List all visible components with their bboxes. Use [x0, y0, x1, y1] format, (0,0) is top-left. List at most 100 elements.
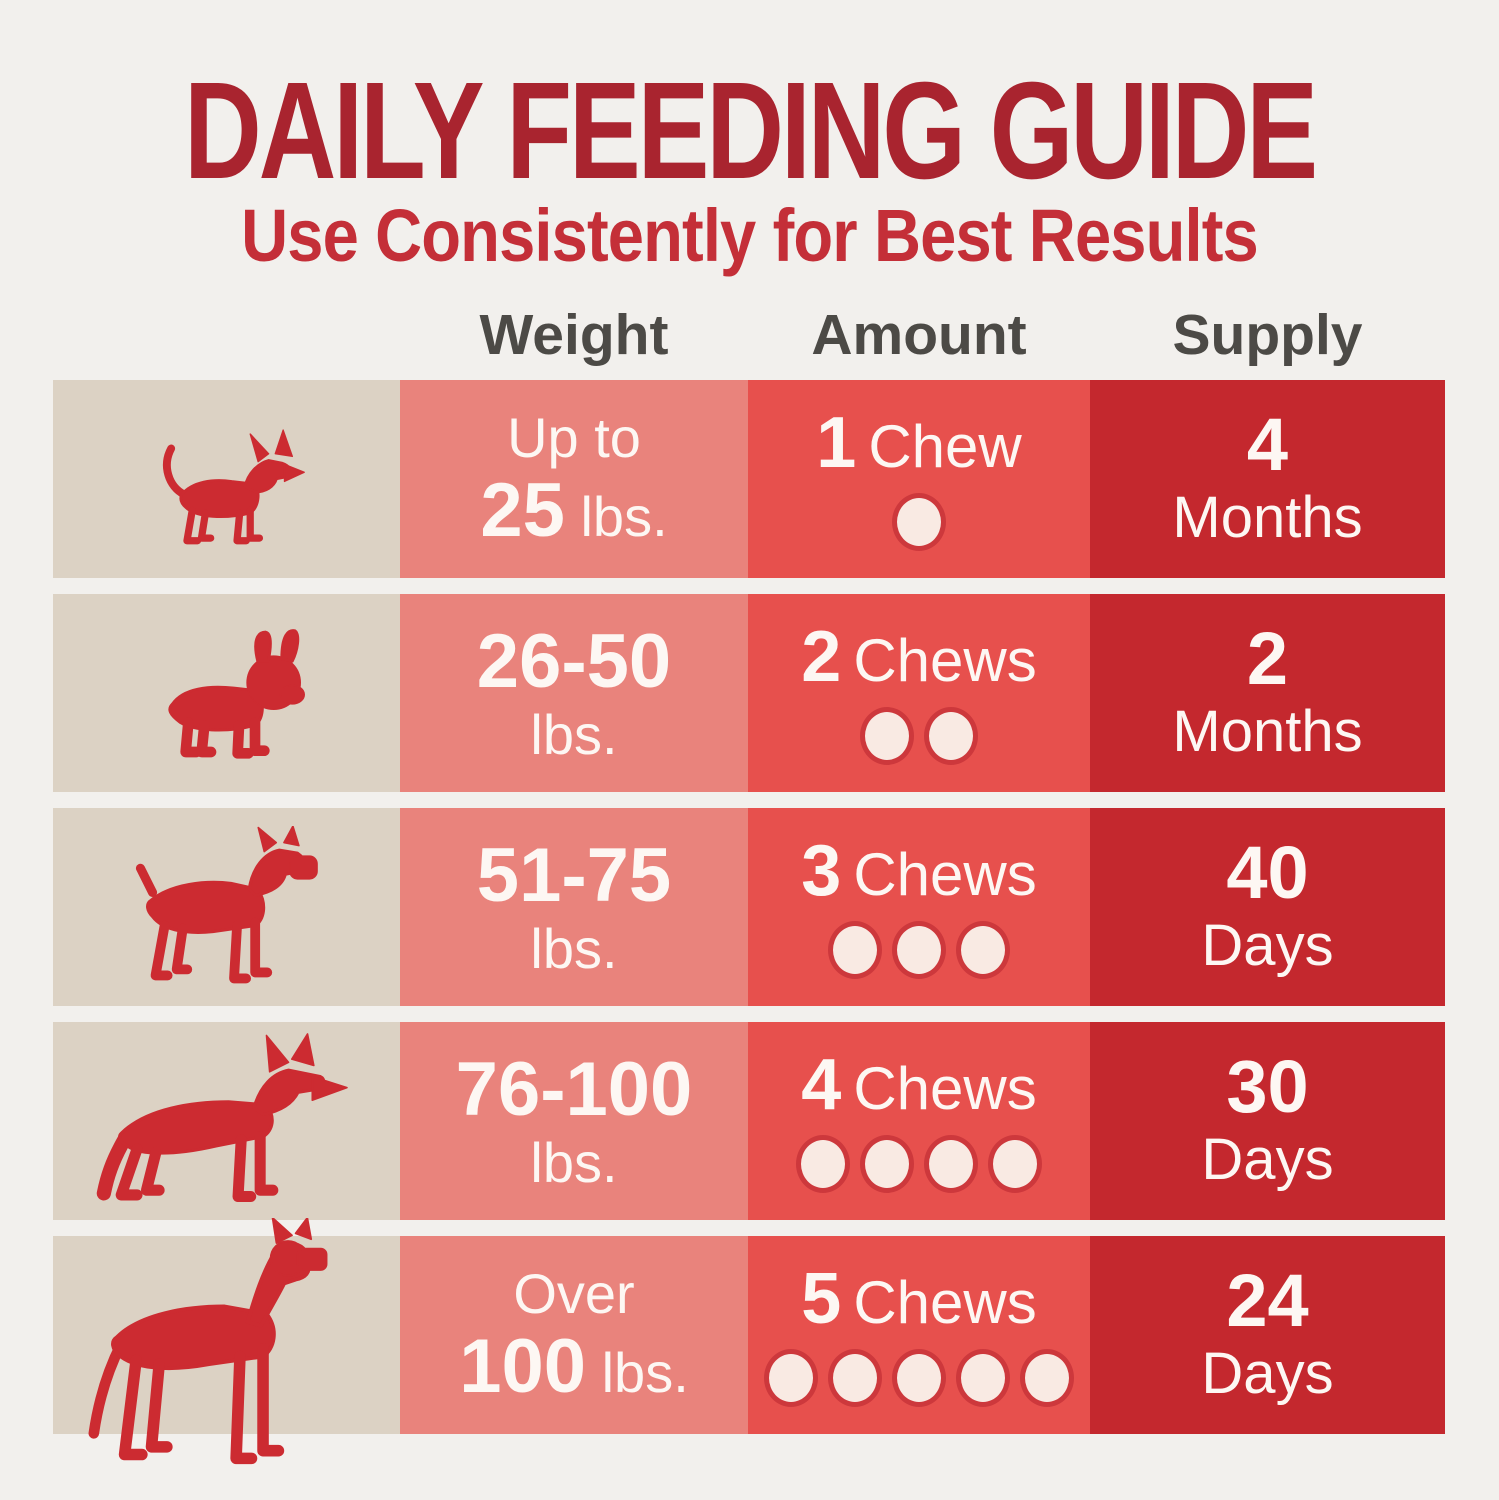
weight-text-line2: lbs. — [530, 1134, 617, 1191]
weight-text-segment: lbs. — [530, 917, 618, 981]
page-title: DAILY FEEDING GUIDE — [184, 54, 1318, 208]
amount-cell: 2 Chews — [748, 594, 1090, 792]
chew-dot — [828, 1349, 882, 1407]
column-header-supply: Supply — [1172, 303, 1363, 367]
dog-cell — [53, 380, 400, 578]
weight-cell: Over 100 lbs. — [400, 1236, 748, 1434]
amount-text: 1 Chew — [816, 407, 1021, 479]
chew-dot — [828, 921, 882, 979]
weight-text-segment: 51-75 — [476, 832, 672, 918]
feeding-table: Up to 25 lbs. 1 Chew 4 Months 26-50 lbs. … — [53, 380, 1445, 1465]
chew-dot — [860, 1135, 914, 1193]
great-dane-icon — [63, 1218, 390, 1465]
dog-cell — [53, 1022, 400, 1220]
chihuahua-icon — [129, 426, 324, 578]
chew-dot — [892, 1349, 946, 1407]
weight-text-line1: Over — [513, 1265, 634, 1322]
supply-unit: Days — [1201, 1127, 1334, 1193]
supply-value: 24 — [1226, 1259, 1309, 1343]
chew-dot — [988, 1135, 1042, 1193]
table-row: 51-75 lbs. 3 Chews 40 Days — [53, 808, 1445, 1006]
weight-text-line2: lbs. — [530, 920, 617, 977]
weight-cell: 76-100 lbs. — [400, 1022, 748, 1220]
weight-text-segment: Up to — [507, 405, 641, 469]
weight-cell: Up to 25 lbs. — [400, 380, 748, 578]
weight-text-line2: lbs. — [530, 706, 617, 763]
chew-dot — [956, 921, 1010, 979]
weight-text-segment: 26-50 — [476, 618, 672, 704]
weight-text-segment: Over — [513, 1261, 635, 1325]
weight-cell: 51-75 lbs. — [400, 808, 748, 1006]
amount-value: 2 — [801, 617, 842, 697]
amount-unit: Chews — [853, 627, 1037, 694]
weight-text-line1: 51-75 — [477, 836, 671, 915]
chew-dot — [796, 1135, 850, 1193]
amount-text: 2 Chews — [801, 621, 1036, 693]
amount-text: 4 Chews — [801, 1049, 1036, 1121]
column-header-weight: Weight — [479, 303, 669, 367]
supply-value: 40 — [1226, 831, 1309, 915]
chew-dots — [791, 1135, 1047, 1193]
chew-dot — [892, 493, 946, 551]
weight-text-segment: 25 — [480, 467, 565, 553]
supply-cell: 40 Days — [1090, 808, 1445, 1006]
weight-text-line1: 26-50 — [477, 622, 671, 701]
supply-unit: Months — [1172, 485, 1363, 551]
amount-cell: 5 Chews — [748, 1236, 1090, 1434]
table-row: 76-100 lbs. 4 Chews 30 Days — [53, 1022, 1445, 1220]
amount-value: 3 — [801, 831, 842, 911]
weight-text-segment: lbs. — [586, 1340, 689, 1404]
weight-cell: 26-50 lbs. — [400, 594, 748, 792]
amount-cell: 3 Chews — [748, 808, 1090, 1006]
chew-dot — [956, 1349, 1010, 1407]
supply-cell: 30 Days — [1090, 1022, 1445, 1220]
table-row: 26-50 lbs. 2 Chews 2 Months — [53, 594, 1445, 792]
weight-text-line2: 100 lbs. — [459, 1328, 689, 1406]
dog-cell — [53, 1218, 400, 1465]
amount-value: 1 — [816, 403, 857, 483]
weight-text-segment: lbs. — [530, 1131, 618, 1195]
amount-cell: 1 Chew — [748, 380, 1090, 578]
chew-dot — [1020, 1349, 1074, 1407]
amount-unit: Chews — [853, 1055, 1037, 1122]
supply-unit: Days — [1201, 1341, 1334, 1407]
chew-dot — [764, 1349, 818, 1407]
amount-text: 5 Chews — [801, 1263, 1036, 1335]
supply-cell: 24 Days — [1090, 1236, 1445, 1434]
french-bulldog-icon — [127, 629, 327, 792]
weight-text-line1: Up to — [507, 409, 641, 466]
supply-unit: Days — [1201, 913, 1334, 979]
chew-dot — [924, 1135, 978, 1193]
german-shepherd-icon — [77, 1032, 377, 1220]
weight-text-line2: 25 lbs. — [480, 472, 667, 550]
chew-dot — [860, 707, 914, 765]
chew-dots — [855, 707, 983, 765]
weight-text-line1: 76-100 — [456, 1050, 693, 1129]
chew-dot — [924, 707, 978, 765]
chew-dots — [759, 1349, 1079, 1407]
supply-value: 2 — [1246, 617, 1289, 701]
supply-value: 4 — [1246, 403, 1289, 487]
weight-text-segment: 100 — [459, 1323, 587, 1409]
chew-dots — [823, 921, 1015, 979]
weight-text-segment: 76-100 — [455, 1046, 693, 1132]
table-row: Over 100 lbs. 5 Chews 24 Days — [53, 1218, 1445, 1465]
supply-value: 30 — [1226, 1045, 1309, 1129]
amount-unit: Chews — [853, 1269, 1037, 1336]
table-row: Up to 25 lbs. 1 Chew 4 Months — [53, 380, 1445, 578]
supply-cell: 4 Months — [1090, 380, 1445, 578]
dog-cell — [53, 594, 400, 792]
amount-cell: 4 Chews — [748, 1022, 1090, 1220]
column-header-amount: Amount — [811, 303, 1027, 367]
amount-value: 5 — [801, 1259, 842, 1339]
supply-unit: Months — [1172, 699, 1363, 765]
amount-text: 3 Chews — [801, 835, 1036, 907]
weight-text-segment: lbs. — [564, 484, 668, 548]
dog-cell — [53, 808, 400, 1006]
amount-unit: Chew — [868, 413, 1022, 480]
amount-unit: Chews — [853, 841, 1037, 908]
weight-text-segment: lbs. — [530, 703, 618, 767]
page-subtitle: Use Consistently for Best Results — [241, 194, 1259, 277]
chew-dots — [887, 493, 951, 551]
boxer-icon — [98, 826, 355, 1006]
